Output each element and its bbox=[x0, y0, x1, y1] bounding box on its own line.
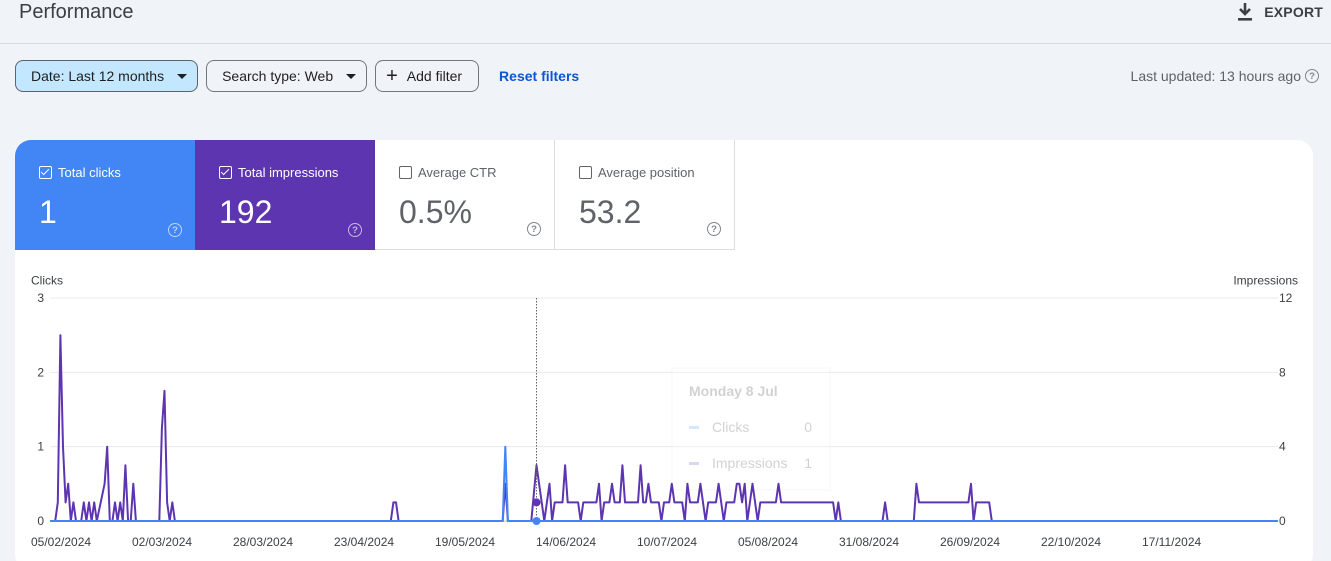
search-type-label: Search type: Web bbox=[222, 68, 334, 84]
download-icon bbox=[1238, 3, 1253, 21]
left-tick-label: 3 bbox=[37, 291, 44, 305]
metric-total-clicks[interactable]: Total clicks 1 ? bbox=[15, 140, 195, 250]
page-title: Performance bbox=[19, 1, 134, 23]
left-tick-label: 0 bbox=[37, 514, 44, 528]
tooltip-impressions-label: Impressions bbox=[712, 455, 787, 471]
metric-label: Total clicks bbox=[58, 165, 121, 180]
help-icon[interactable]: ? bbox=[168, 223, 182, 237]
checkbox-icon[interactable] bbox=[219, 166, 232, 179]
left-tick-label: 2 bbox=[37, 365, 44, 379]
x-tick-label: 10/07/2024 bbox=[637, 535, 697, 549]
metric-value: 53.2 bbox=[579, 194, 642, 230]
hover-point-clicks bbox=[532, 517, 541, 525]
x-tick-label: 31/08/2024 bbox=[839, 535, 899, 549]
x-tick-label: 26/09/2024 bbox=[940, 535, 1000, 549]
dropdown-arrow-icon bbox=[177, 73, 188, 79]
x-tick-label: 17/11/2024 bbox=[1142, 535, 1201, 549]
hover-point-impressions bbox=[532, 498, 541, 507]
last-updated: Last updated: 13 hours ago ? bbox=[1131, 68, 1319, 84]
metric-average-ctr[interactable]: Average CTR 0.5% ? bbox=[375, 140, 555, 250]
search-type-chip[interactable]: Search type: Web bbox=[206, 60, 368, 92]
tooltip-clicks-label: Clicks bbox=[712, 419, 749, 435]
series-line-clicks bbox=[50, 445, 1278, 522]
right-tick-label: 12 bbox=[1279, 291, 1293, 305]
metric-tabs: Total clicks 1 ? Total impressions 192 ?… bbox=[15, 140, 735, 250]
add-filter-label: Add filter bbox=[406, 68, 463, 84]
performance-card: Total clicks 1 ? Total impressions 192 ?… bbox=[15, 140, 1313, 561]
date-filter-chip[interactable]: Date: Last 12 months bbox=[15, 60, 199, 92]
x-tick-label: 22/10/2024 bbox=[1041, 535, 1101, 549]
last-updated-text: Last updated: 13 hours ago bbox=[1130, 68, 1301, 84]
hover-tooltip: Monday 8 Jul Clicks 0 Impressions 1 bbox=[671, 367, 831, 491]
add-filter-button[interactable]: + Add filter bbox=[375, 60, 480, 92]
x-tick-label: 05/02/2024 bbox=[31, 535, 91, 549]
tooltip-date: Monday 8 Jul bbox=[689, 383, 778, 399]
metric-value: 192 bbox=[219, 194, 273, 230]
left-tick-label: 1 bbox=[37, 440, 44, 454]
right-tick-label: 4 bbox=[1279, 440, 1286, 454]
right-tick-label: 0 bbox=[1279, 514, 1286, 528]
tooltip-clicks-value: 0 bbox=[804, 419, 812, 435]
metric-label: Average position bbox=[598, 165, 695, 180]
export-label: EXPORT bbox=[1264, 4, 1323, 20]
tooltip-impressions-swatch bbox=[689, 462, 699, 465]
x-tick-label: 14/06/2024 bbox=[536, 535, 596, 549]
metric-total-impressions[interactable]: Total impressions 192 ? bbox=[195, 140, 375, 250]
page-header: Performance EXPORT bbox=[0, 0, 1331, 44]
tooltip-clicks-swatch bbox=[689, 426, 699, 429]
x-tick-label: 05/08/2024 bbox=[738, 535, 798, 549]
filter-bar: Date: Last 12 months Search type: Web + … bbox=[15, 60, 579, 92]
tooltip-impressions-value: 1 bbox=[804, 455, 812, 471]
dropdown-arrow-icon bbox=[346, 73, 357, 79]
right-tick-label: 8 bbox=[1279, 365, 1286, 379]
metric-average-position[interactable]: Average position 53.2 ? bbox=[555, 140, 735, 250]
x-tick-label: 19/05/2024 bbox=[435, 535, 495, 549]
help-icon[interactable]: ? bbox=[707, 222, 721, 236]
metric-value: 1 bbox=[39, 194, 57, 230]
x-tick-label: 23/04/2024 bbox=[334, 535, 394, 549]
help-icon[interactable]: ? bbox=[348, 223, 362, 237]
checkbox-icon[interactable] bbox=[399, 166, 412, 179]
metric-label: Average CTR bbox=[418, 165, 497, 180]
help-icon[interactable]: ? bbox=[1305, 69, 1319, 83]
checkbox-icon[interactable] bbox=[39, 166, 52, 179]
x-tick-label: 02/03/2024 bbox=[132, 535, 192, 549]
checkbox-icon[interactable] bbox=[579, 166, 592, 179]
reset-filters-link[interactable]: Reset filters bbox=[499, 68, 580, 84]
right-axis-title: Impressions bbox=[1233, 274, 1298, 288]
plus-icon: + bbox=[386, 65, 398, 87]
help-icon[interactable]: ? bbox=[527, 222, 541, 236]
x-tick-label: 28/03/2024 bbox=[233, 535, 293, 549]
left-axis-title: Clicks bbox=[31, 274, 63, 288]
export-button[interactable]: EXPORT bbox=[1236, 0, 1323, 24]
metric-value: 0.5% bbox=[399, 194, 472, 230]
metric-label: Total impressions bbox=[238, 165, 339, 180]
series-line-impressions bbox=[50, 334, 1278, 522]
date-filter-label: Date: Last 12 months bbox=[31, 68, 165, 84]
